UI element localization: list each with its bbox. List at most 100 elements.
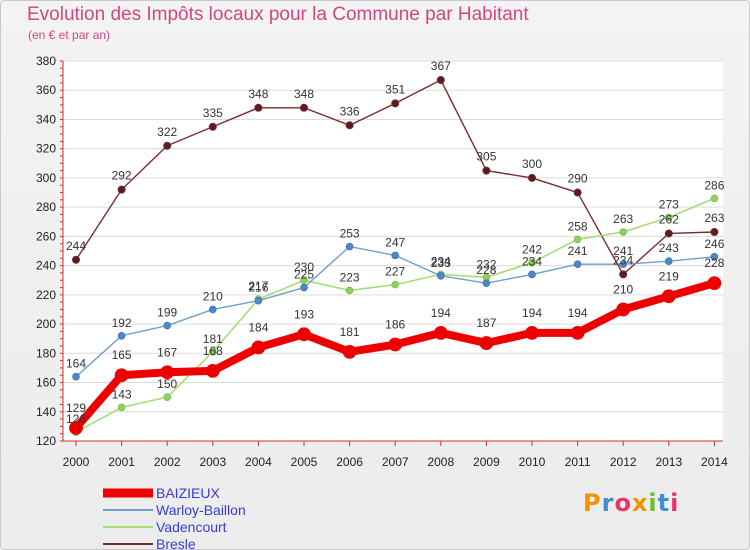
data-label-baizieux: 129 (66, 401, 86, 415)
data-point-bresle (436, 76, 445, 85)
data-label-baizieux: 194 (431, 306, 451, 320)
data-point-baizieux (114, 368, 129, 383)
legend-label-baizieux: BAIZIEUX (156, 485, 220, 501)
data-point-baizieux (388, 337, 403, 352)
data-label-bresle: 292 (112, 169, 132, 183)
data-point-vadencourt (300, 276, 308, 285)
data-label-warloy-baillon: 210 (203, 289, 223, 303)
data-point-baizieux (205, 363, 220, 378)
x-tick-label: 2006 (336, 455, 363, 469)
data-point-vadencourt (117, 403, 126, 412)
data-label-warloy-baillon: 241 (613, 244, 633, 258)
data-point-bresle (664, 229, 673, 238)
data-point-vadencourt (528, 258, 536, 267)
data-label-vadencourt: 223 (340, 270, 360, 284)
data-label-bresle: 290 (568, 172, 588, 186)
data-point-warloy-baillon (209, 305, 217, 314)
legend-swatch-warloy-baillon (103, 509, 153, 511)
data-label-warloy-baillon: 216 (248, 281, 268, 295)
data-label-bresle: 263 (704, 211, 724, 225)
data-point-baizieux (479, 336, 494, 350)
logo-letter: x (631, 489, 649, 517)
data-label-baizieux: 165 (112, 348, 132, 362)
y-tick-label: 140 (36, 405, 56, 419)
data-point-baizieux (616, 302, 631, 317)
data-label-baizieux: 193 (294, 307, 314, 321)
data-point-bresle (299, 103, 308, 112)
x-tick-label: 2009 (473, 455, 500, 469)
data-label-baizieux: 168 (203, 344, 223, 358)
data-point-warloy-baillon (619, 260, 627, 268)
y-tick-label: 120 (36, 434, 56, 448)
data-label-warloy-baillon: 225 (294, 268, 314, 282)
data-point-baizieux (525, 325, 539, 340)
data-label-bresle: 348 (248, 87, 268, 101)
data-label-warloy-baillon: 246 (704, 237, 724, 251)
data-point-baizieux (342, 344, 357, 359)
data-label-vadencourt: 150 (157, 377, 177, 391)
data-label-baizieux: 167 (157, 345, 177, 359)
data-label-vadencourt: 227 (385, 265, 405, 279)
data-label-baizieux: 181 (340, 325, 360, 339)
data-label-vadencourt: 181 (203, 332, 223, 346)
legend-label-bresle: Bresle (156, 536, 196, 550)
data-point-baizieux (297, 327, 311, 342)
data-point-warloy-baillon (436, 272, 445, 280)
legend-swatch-bresle (103, 543, 153, 545)
x-tick-label: 2001 (108, 455, 135, 469)
data-point-baizieux (251, 340, 266, 355)
data-label-warloy-baillon: 253 (340, 227, 360, 241)
data-label-bresle: 322 (157, 125, 177, 139)
data-point-vadencourt (163, 393, 172, 401)
data-point-vadencourt (209, 348, 217, 356)
x-tick-label: 2005 (291, 455, 318, 469)
logo-letter: i (648, 489, 658, 517)
data-label-vadencourt: 232 (476, 257, 496, 271)
data-label-vadencourt: 273 (659, 197, 679, 211)
data-point-bresle (163, 141, 172, 150)
data-point-warloy-baillon (117, 331, 126, 340)
x-tick-label: 2004 (245, 455, 272, 469)
data-label-baizieux: 210 (613, 282, 633, 296)
data-point-warloy-baillon (72, 372, 80, 381)
series-vadencourt (72, 194, 719, 437)
data-point-vadencourt (391, 280, 400, 289)
data-label-warloy-baillon: 228 (476, 263, 496, 277)
legend-swatch-vadencourt (103, 526, 153, 528)
data-point-vadencourt (573, 235, 582, 244)
chart-subtitle: (en € et par an) (28, 28, 111, 42)
data-point-bresle (117, 185, 126, 194)
data-point-vadencourt (619, 228, 627, 236)
data-point-vadencourt (664, 213, 673, 222)
y-tick-label: 300 (36, 171, 56, 185)
data-label-vadencourt: 143 (112, 387, 132, 401)
legend-label-vadencourt: Vadencourt (156, 519, 227, 535)
data-point-baizieux (570, 325, 585, 340)
data-point-baizieux (433, 325, 448, 340)
axes: 120 140 160 180 200 220 240 260 280 300 320 340 360 3… (36, 54, 728, 469)
data-label-baizieux: 228 (704, 256, 724, 270)
y-tick-label: 200 (36, 317, 56, 331)
data-point-bresle (345, 121, 354, 130)
gridlines (63, 60, 723, 442)
data-label-baizieux: 184 (248, 320, 268, 334)
x-tick-label: 2003 (199, 455, 226, 469)
data-point-warloy-baillon (163, 321, 172, 330)
x-tick-label: 2008 (427, 455, 454, 469)
data-label-bresle: 367 (431, 59, 451, 73)
data-point-bresle (391, 99, 400, 108)
x-tick-label: 2012 (610, 455, 637, 469)
data-point-baizieux (160, 365, 175, 380)
y-tick-label: 160 (36, 376, 56, 390)
data-label-warloy-baillon: 164 (66, 357, 86, 371)
legend-swatch-baizieux (103, 488, 153, 498)
data-point-baizieux (69, 420, 83, 435)
data-label-warloy-baillon: 241 (568, 244, 588, 258)
x-tick-label: 2014 (701, 455, 728, 469)
logo-letter: r (601, 489, 615, 517)
y-tick-label: 260 (36, 229, 56, 243)
data-point-warloy-baillon (254, 296, 263, 305)
data-label-bresle: 336 (340, 104, 360, 118)
